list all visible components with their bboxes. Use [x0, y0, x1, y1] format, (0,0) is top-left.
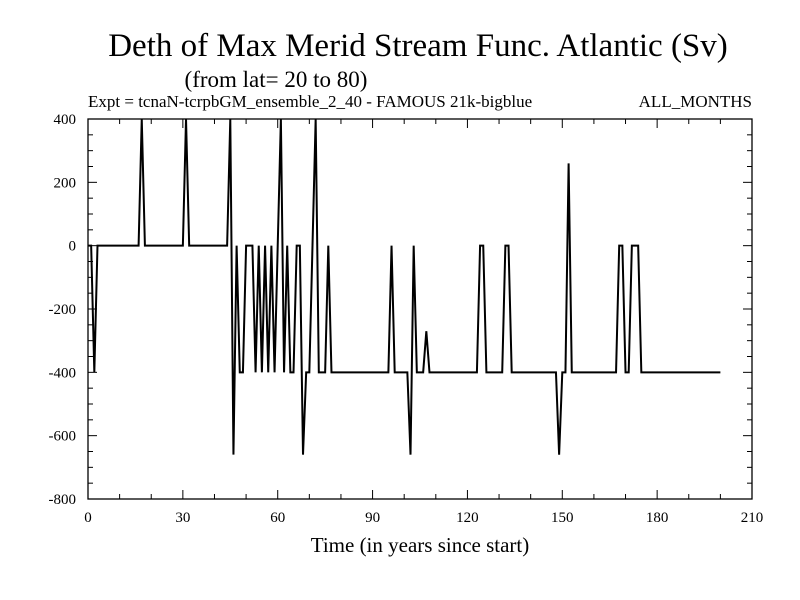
- x-tick-label: 60: [270, 510, 285, 526]
- y-tick-label: 200: [54, 175, 77, 191]
- months-label: ALL_MONTHS: [639, 92, 752, 111]
- x-tick-label: 0: [84, 510, 92, 526]
- experiment-label: Expt = tcnaN-tcrpbGM_ensemble_2_40 - FAM…: [88, 92, 532, 111]
- y-tick-label: -200: [49, 302, 77, 318]
- x-tick-label: 90: [365, 510, 380, 526]
- x-tick-label: 30: [175, 510, 190, 526]
- y-tick-label: -800: [49, 492, 77, 508]
- y-tick-label: -400: [49, 365, 77, 381]
- x-tick-label: 180: [646, 510, 669, 526]
- x-tick-label: 150: [551, 510, 574, 526]
- y-tick-label: -600: [49, 429, 77, 445]
- y-tick-label: 400: [54, 112, 77, 128]
- series-line: [88, 118, 721, 455]
- y-axis: -800 -600 -400 -200 0 200 400: [49, 112, 752, 508]
- x-axis-label: Time (in years since start): [311, 533, 530, 557]
- chart-subtitle: (from lat= 20 to 80): [185, 67, 368, 92]
- y-tick-label: 0: [69, 239, 77, 255]
- chart-title: Deth of Max Merid Stream Func. Atlantic …: [108, 28, 728, 64]
- x-tick-label: 120: [456, 510, 479, 526]
- x-tick-label: 210: [741, 510, 764, 526]
- x-axis: 0 30 60 90 120 150 180 210: [84, 119, 763, 526]
